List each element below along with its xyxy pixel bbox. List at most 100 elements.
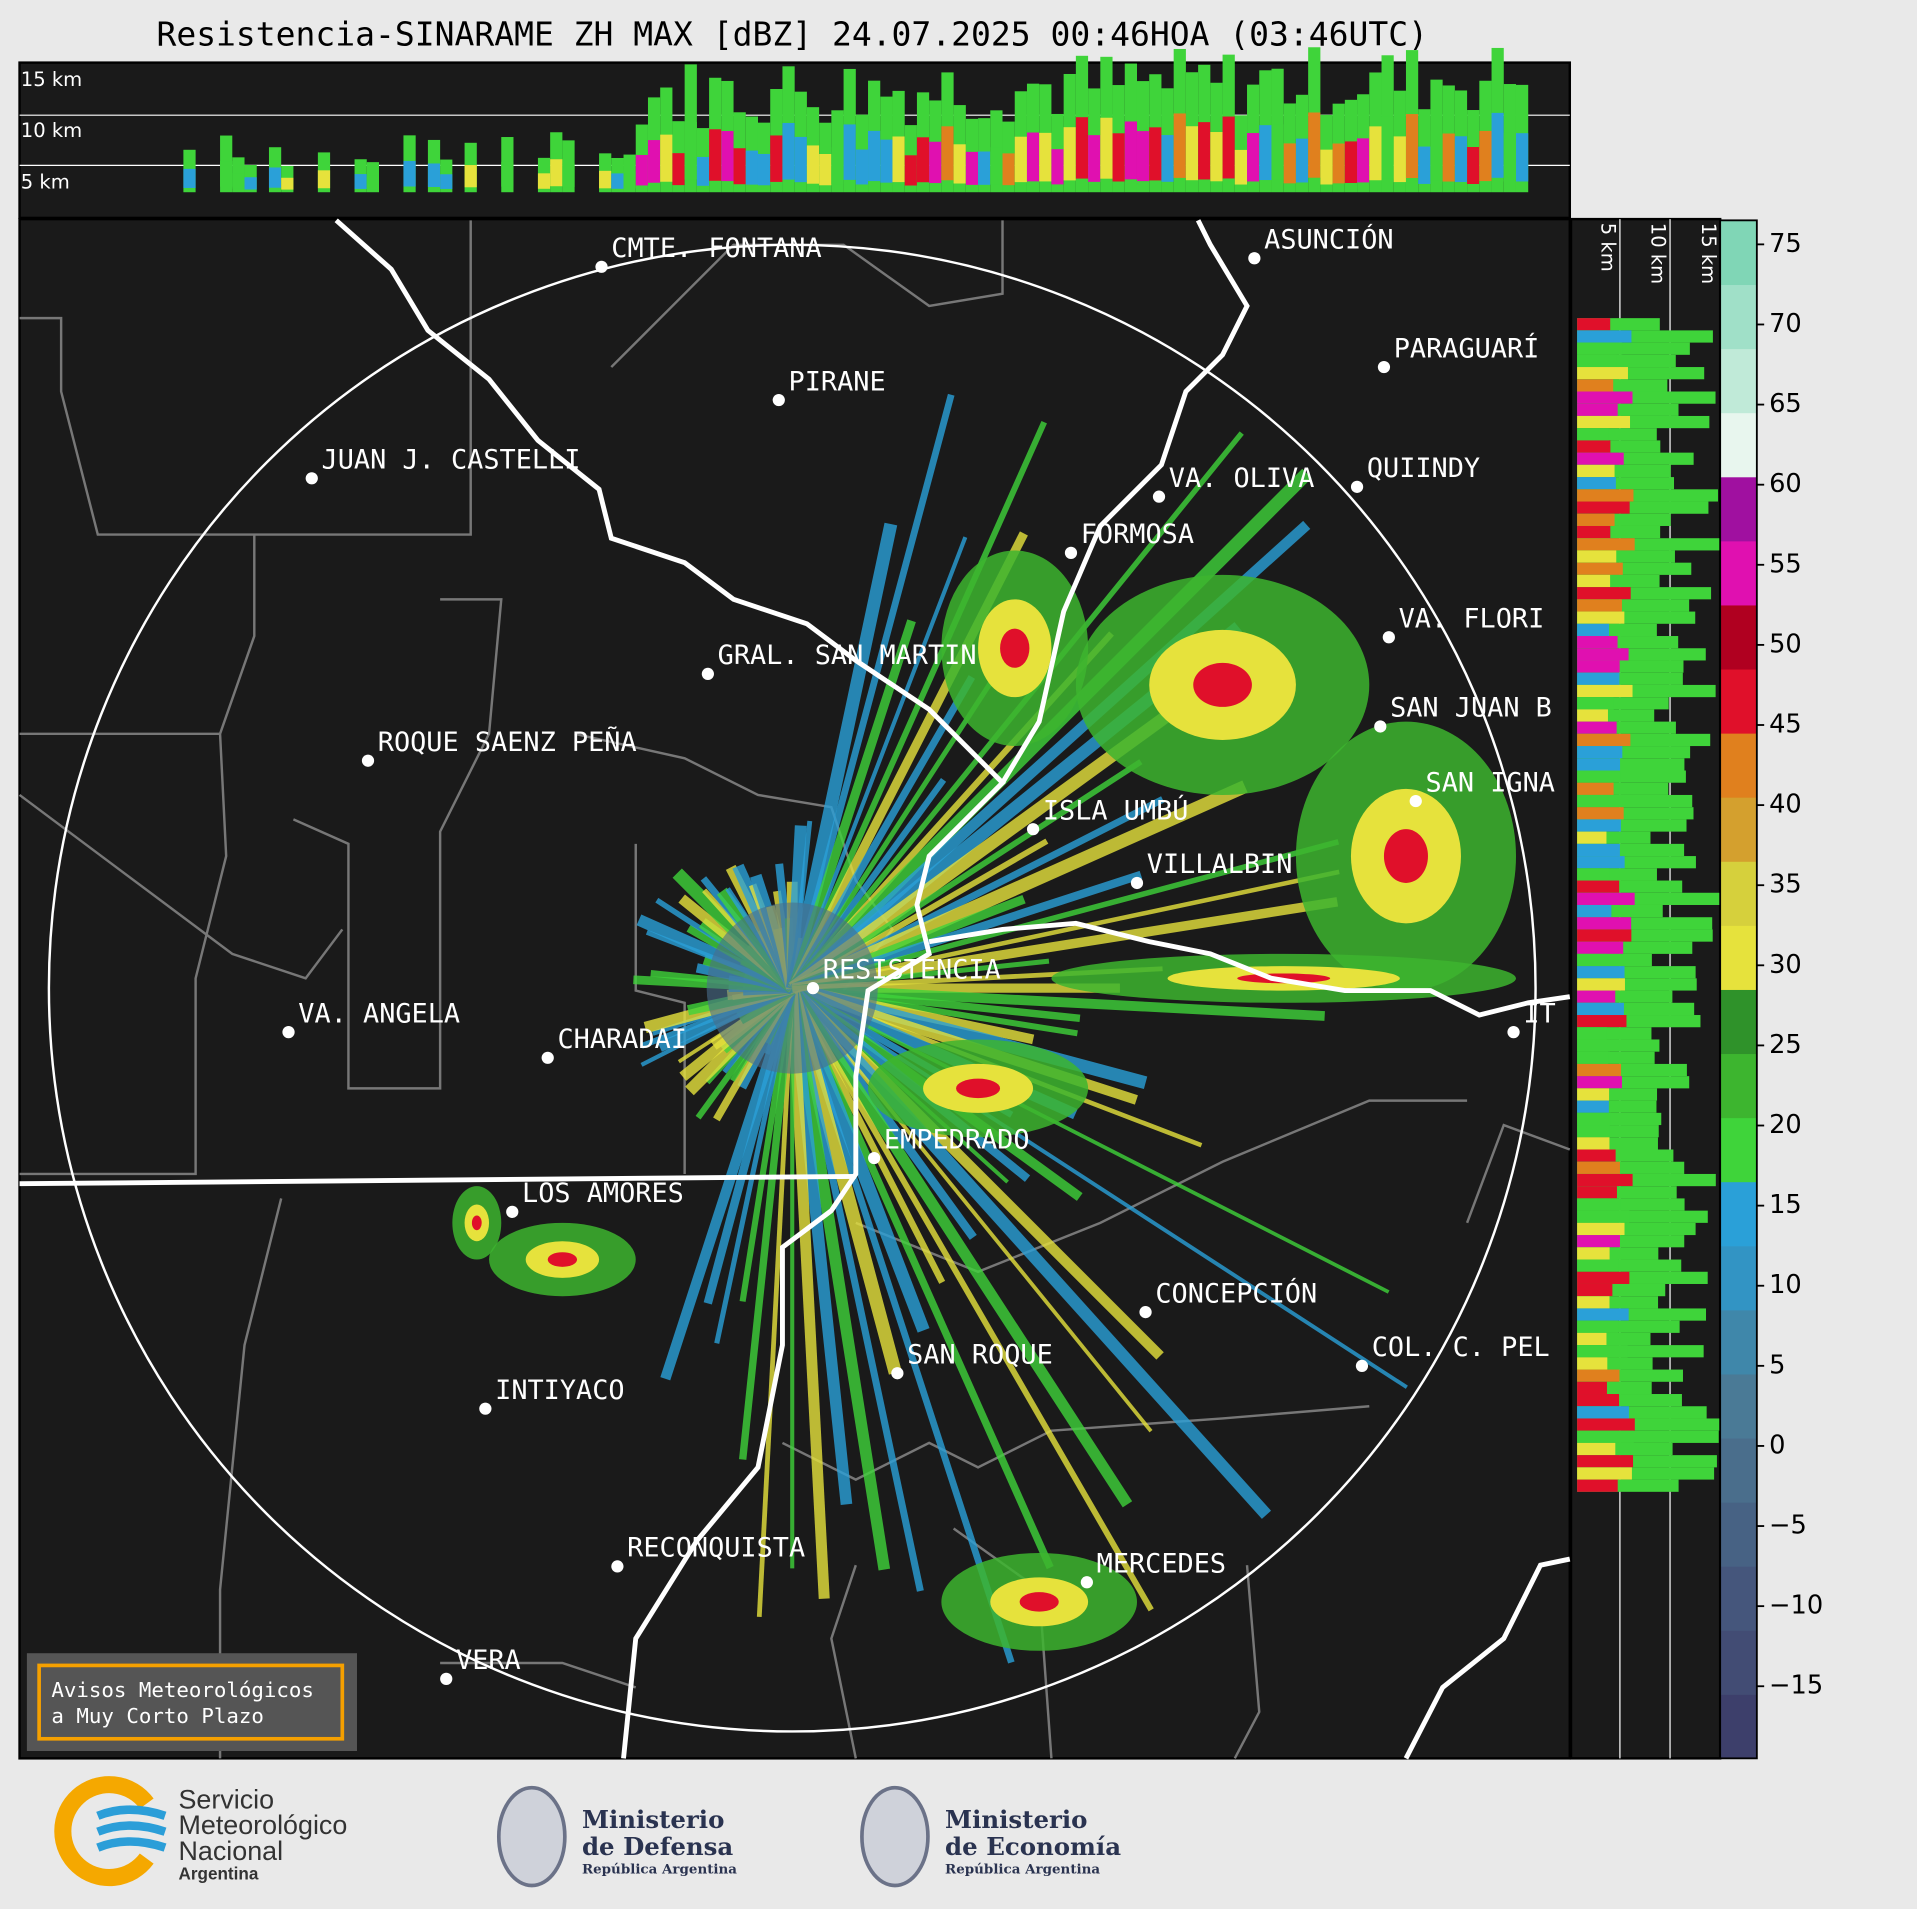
echo-core: [1577, 1455, 1634, 1468]
echo-core: [1577, 904, 1612, 918]
echo-core: [1577, 746, 1623, 759]
echo-core: [635, 154, 648, 186]
logo-text: Ministerio: [582, 1805, 724, 1834]
echo-core: [1577, 1442, 1616, 1456]
echo-ray: [756, 987, 795, 1617]
echo-core: [1418, 146, 1431, 184]
echo-core: [660, 134, 673, 182]
border: [18, 732, 344, 980]
echo-core: [745, 150, 758, 185]
echo-core: [1577, 342, 1623, 355]
city-dot: [440, 1672, 453, 1685]
echo-core: [1283, 143, 1296, 184]
echo-core: [550, 159, 563, 187]
border: [610, 220, 1004, 368]
echo-core: [953, 144, 966, 184]
echo-core: [1124, 121, 1137, 180]
city-dot: [868, 1151, 881, 1165]
echo-core: [1479, 130, 1492, 182]
echo-core: [1577, 367, 1628, 380]
echo-core: [892, 136, 905, 183]
notice-box: [26, 1653, 357, 1752]
echo-core: [1577, 587, 1631, 600]
city-label: SAN IGNA: [1426, 767, 1555, 798]
echo-core: [1577, 880, 1620, 893]
echo-core: [1503, 132, 1516, 182]
city-dot: [1130, 876, 1144, 890]
echo-core: [464, 165, 477, 188]
colorbar-tick-label: 20: [1769, 1110, 1802, 1140]
echo-ray: [791, 897, 1339, 993]
city-dot: [806, 982, 820, 995]
colorbar-tick-label: 15: [1769, 1190, 1802, 1220]
colorbar-band: [1720, 1117, 1757, 1183]
city-label: VA. FLORI: [1399, 603, 1545, 634]
city-dot: [1152, 490, 1166, 503]
city-label: ROQUE SAENZ PEÑA: [378, 726, 637, 758]
logo-text: Meteorológico: [178, 1810, 347, 1840]
colorbar-band: [1720, 1181, 1757, 1247]
logo-text: de Economía: [945, 1832, 1121, 1861]
height-label: 10 km: [1647, 223, 1670, 284]
colorbar: −15 −10 −5 0 5 10 15 20 25 30 35 40 45 50 55 60 65 70 75: [1719, 219, 1823, 1760]
echo-core: [1577, 868, 1610, 881]
echo-core: [1442, 133, 1455, 182]
echo-core: [806, 145, 820, 184]
city-label: MERCEDES: [1097, 1549, 1226, 1580]
echo-core: [1577, 990, 1616, 1003]
colorbar-band: [1720, 284, 1757, 350]
echo-core: [1577, 574, 1611, 588]
city-dot: [1409, 794, 1422, 808]
notice-text: a Muy Corto Plazo: [51, 1704, 264, 1728]
title: Resistencia-SINARAME ZH MAX [dBZ] 24.07.…: [156, 15, 1428, 54]
logo-text: de Defensa: [582, 1832, 733, 1861]
echo-core: [232, 173, 245, 189]
city-label: LOS AMORES: [522, 1178, 684, 1209]
colorbar-tick-label: −5: [1769, 1511, 1807, 1541]
city-dot: [1248, 252, 1261, 265]
colorbar-band: [1720, 604, 1757, 670]
echo-core: [366, 175, 379, 190]
height-label: 15 km: [1697, 223, 1720, 284]
colorbar-band: [1720, 668, 1757, 734]
colorbar-band: [1720, 1309, 1757, 1375]
echo-core: [281, 177, 294, 190]
echo-core: [1247, 133, 1260, 182]
cross-section-top: 15 km 10 km 5 km: [18, 47, 1572, 220]
echo-core: [1136, 131, 1150, 182]
echo-core: [1577, 489, 1634, 502]
echo-cell: [547, 1252, 578, 1267]
height-label: 15 km: [21, 68, 82, 91]
city-dot: [1374, 720, 1387, 733]
city-dot: [541, 1051, 554, 1064]
city-label: CMTE. FONTANA: [611, 233, 821, 264]
border: [781, 1405, 1370, 1481]
city-label: COL. C. PEL: [1372, 1332, 1550, 1363]
echo-core: [941, 126, 954, 181]
echo-core: [904, 155, 917, 186]
border-river: [19, 1173, 856, 1187]
echo-core: [220, 161, 233, 187]
echo-core: [1577, 1381, 1607, 1395]
echo-ray: [789, 420, 1047, 990]
echo-core: [537, 173, 551, 189]
echo-core: [1088, 135, 1101, 182]
echo-core: [1577, 1002, 1624, 1016]
emblem: [860, 1785, 930, 1888]
colorbar-tick-label: −10: [1769, 1591, 1823, 1621]
city-dot: [282, 1026, 295, 1039]
river: [928, 920, 1571, 1018]
city-label: FORMOSA: [1081, 519, 1194, 550]
echo-core: [1577, 1100, 1609, 1113]
echo-core: [1577, 379, 1614, 392]
echo-core: [1577, 807, 1624, 820]
city-label: VA. OLIVA: [1169, 463, 1315, 494]
colorbar-frame: [1719, 219, 1758, 1760]
echo-core: [1577, 856, 1625, 869]
echo-core: [1075, 117, 1089, 179]
echo-core: [1577, 1283, 1613, 1297]
colorbar-band: [1720, 348, 1757, 414]
smn-logo-waves: [96, 1805, 167, 1852]
echo-core: [1577, 1235, 1620, 1248]
